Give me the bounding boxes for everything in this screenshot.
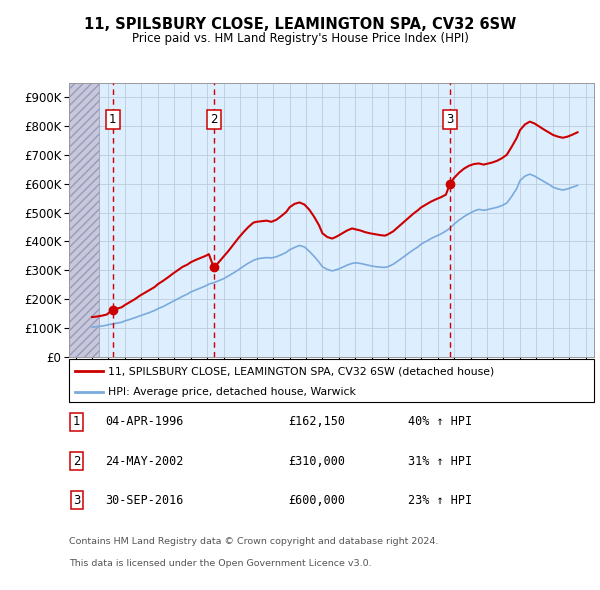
Text: 11, SPILSBURY CLOSE, LEAMINGTON SPA, CV32 6SW: 11, SPILSBURY CLOSE, LEAMINGTON SPA, CV3…: [84, 17, 516, 31]
Text: HPI: Average price, detached house, Warwick: HPI: Average price, detached house, Warw…: [109, 386, 356, 396]
Text: 30-SEP-2016: 30-SEP-2016: [105, 494, 184, 507]
Text: This data is licensed under the Open Government Licence v3.0.: This data is licensed under the Open Gov…: [69, 559, 371, 568]
Text: 1: 1: [73, 415, 80, 428]
Text: 11, SPILSBURY CLOSE, LEAMINGTON SPA, CV32 6SW (detached house): 11, SPILSBURY CLOSE, LEAMINGTON SPA, CV3…: [109, 366, 494, 376]
Text: 3: 3: [446, 113, 454, 126]
Text: 24-MAY-2002: 24-MAY-2002: [105, 455, 184, 468]
Text: 2: 2: [210, 113, 217, 126]
FancyBboxPatch shape: [69, 359, 594, 402]
Bar: [69, 83, 98, 357]
Text: 3: 3: [73, 494, 80, 507]
Text: 40% ↑ HPI: 40% ↑ HPI: [408, 415, 472, 428]
Text: £310,000: £310,000: [288, 455, 345, 468]
Text: Price paid vs. HM Land Registry's House Price Index (HPI): Price paid vs. HM Land Registry's House …: [131, 32, 469, 45]
Text: 2: 2: [73, 455, 80, 468]
Text: £162,150: £162,150: [288, 415, 345, 428]
Text: £600,000: £600,000: [288, 494, 345, 507]
Text: 31% ↑ HPI: 31% ↑ HPI: [408, 455, 472, 468]
Text: 1: 1: [109, 113, 116, 126]
Text: 23% ↑ HPI: 23% ↑ HPI: [408, 494, 472, 507]
Text: Contains HM Land Registry data © Crown copyright and database right 2024.: Contains HM Land Registry data © Crown c…: [69, 537, 439, 546]
Text: 04-APR-1996: 04-APR-1996: [105, 415, 184, 428]
